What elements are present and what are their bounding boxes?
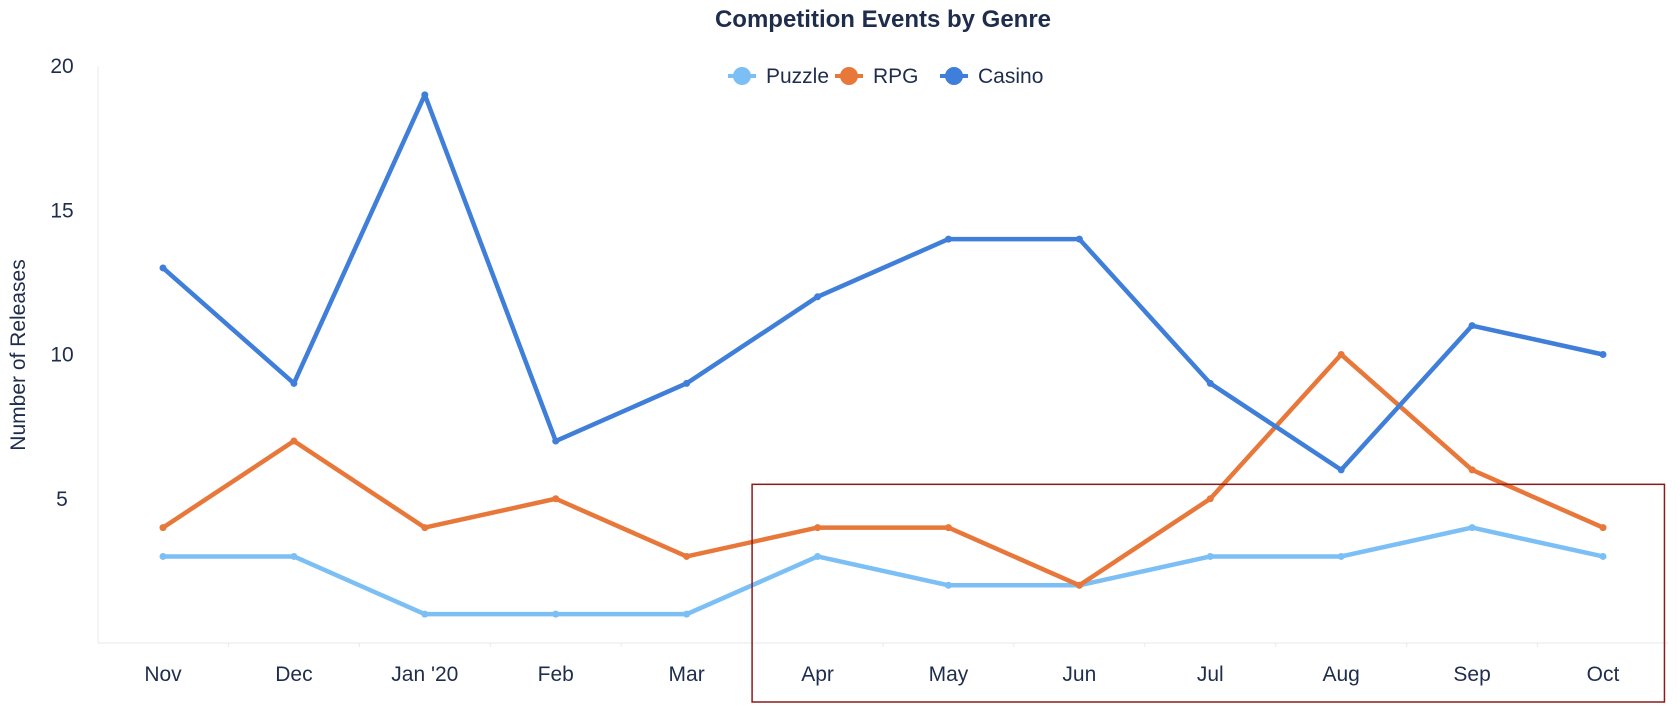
casino-point[interactable] (552, 437, 560, 445)
casino-point[interactable] (683, 379, 691, 387)
puzzle-point[interactable] (683, 610, 691, 618)
rpg-point[interactable] (159, 524, 167, 532)
rpg-point[interactable] (290, 437, 298, 445)
casino-point[interactable] (290, 379, 298, 387)
x-tick-label: Nov (144, 663, 182, 686)
puzzle-point[interactable] (290, 552, 298, 560)
legend-marker (733, 67, 751, 85)
rpg-point[interactable] (944, 524, 952, 532)
x-tick-label: Jul (1197, 663, 1224, 686)
rpg-point[interactable] (814, 524, 822, 532)
y-axis-title: Number of Releases (7, 259, 30, 450)
rpg-point[interactable] (1337, 351, 1345, 358)
x-tick-label: May (929, 663, 969, 686)
legend-marker (945, 67, 963, 85)
legend-item-rpg[interactable]: RPG (835, 65, 919, 88)
rpg-point[interactable] (683, 552, 691, 560)
puzzle-point[interactable] (1337, 552, 1345, 560)
legend-item-casino[interactable]: Casino (940, 65, 1043, 88)
series-lines (159, 91, 1607, 618)
highlight-box (751, 483, 1666, 703)
legend-item-puzzle[interactable]: Puzzle (728, 65, 829, 88)
puzzle-line (160, 525, 1606, 617)
casino-point[interactable] (1599, 351, 1607, 358)
casino-point[interactable] (814, 293, 822, 301)
x-tick-label: Apr (801, 663, 834, 686)
rpg-line (160, 352, 1606, 588)
series-casino (159, 91, 1607, 474)
x-tick-label: Jan '20 (391, 663, 458, 686)
y-tick-label: 10 (50, 344, 73, 367)
x-tick-label: Aug (1322, 663, 1359, 686)
puzzle-point[interactable] (814, 552, 822, 560)
series-rpg (159, 351, 1607, 589)
axes: 5 10 15 20 Nov Dec Jan '20 Feb Mar Apr May Jun Jul Au… (50, 55, 1668, 686)
legend-label: RPG (873, 65, 919, 88)
x-tick-label: Dec (275, 663, 312, 686)
x-tick-label: Jun (1062, 663, 1096, 686)
rpg-point[interactable] (1468, 466, 1476, 474)
puzzle-point[interactable] (1599, 552, 1607, 560)
legend-label: Puzzle (766, 65, 829, 88)
x-tick-label: Mar (669, 663, 705, 686)
casino-point[interactable] (1206, 379, 1214, 387)
annotations (751, 483, 1666, 703)
y-tick-label: 15 (50, 199, 73, 222)
rpg-point[interactable] (1206, 495, 1214, 503)
puzzle-point[interactable] (421, 610, 429, 618)
rpg-point[interactable] (1075, 581, 1083, 589)
y-tick-label: 5 (56, 488, 68, 511)
chart-title: Competition Events by Genre (715, 6, 1051, 33)
rpg-point[interactable] (421, 524, 429, 532)
x-tick-label: Oct (1587, 663, 1620, 686)
casino-line (160, 92, 1606, 473)
puzzle-point[interactable] (1206, 552, 1214, 560)
puzzle-point[interactable] (944, 581, 952, 589)
y-tick-label: 20 (50, 55, 73, 78)
x-tick-label: Feb (538, 663, 574, 686)
casino-point[interactable] (1337, 466, 1345, 474)
casino-point[interactable] (159, 264, 167, 272)
legend: Puzzle RPG Casino (728, 65, 1043, 88)
casino-point[interactable] (1075, 235, 1083, 243)
rpg-point[interactable] (1599, 524, 1607, 532)
casino-point[interactable] (1468, 322, 1476, 330)
puzzle-point[interactable] (159, 552, 167, 560)
x-tick-label: Sep (1453, 663, 1490, 686)
rpg-point[interactable] (552, 495, 560, 503)
legend-label: Casino (978, 65, 1043, 88)
legend-marker (840, 67, 858, 85)
puzzle-point[interactable] (552, 610, 560, 618)
series-puzzle (159, 524, 1607, 618)
puzzle-point[interactable] (1468, 524, 1476, 532)
casino-point[interactable] (944, 235, 952, 243)
casino-point[interactable] (421, 91, 429, 99)
